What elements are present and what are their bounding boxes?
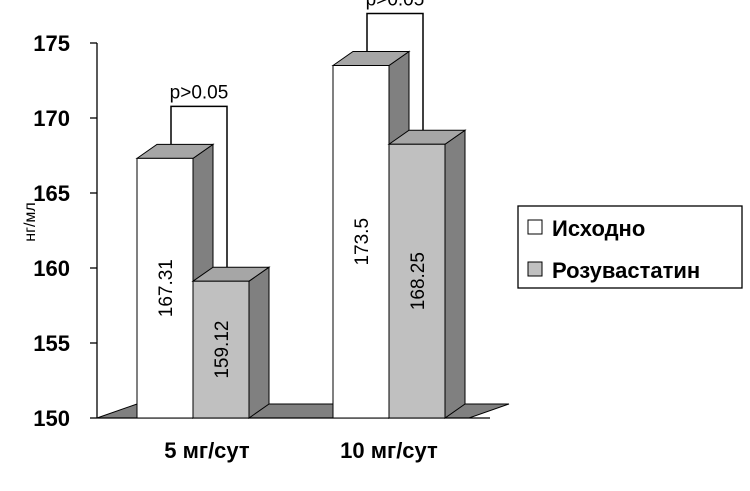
bar-side-face (444, 129, 466, 419)
bar-front-face (388, 143, 446, 419)
y-tick-label: 160 (33, 256, 70, 281)
significance-bracket (170, 105, 228, 268)
bar-data-label: 167.31 (156, 259, 177, 317)
bar-data-label: 168.25 (408, 252, 429, 310)
p-value-label: p>0.05 (170, 82, 229, 103)
legend-label-2: Розувастатин (552, 258, 700, 283)
bar: 167.31 (135, 143, 215, 419)
bar-side-face (248, 266, 270, 419)
bar-data-label: 173.5 (352, 218, 373, 266)
y-axis: 150 155 160 165 170 175 (33, 31, 98, 431)
y-axis-label: нг/мл (22, 202, 39, 241)
x-category-label: 5 мг/сут (164, 438, 250, 463)
bar: 168.25 (387, 129, 467, 419)
y-tick-label: 170 (33, 106, 70, 131)
x-axis-categories: 5 мг/сут 10 мг/сут (164, 438, 438, 463)
legend: Исходно Розувастатин (517, 205, 743, 289)
bar-front-face (332, 65, 390, 419)
significance-bracket (366, 12, 424, 131)
bar: 159.12 (191, 266, 271, 419)
y-tick-label: 175 (33, 31, 70, 56)
x-category-label: 10 мг/сут (340, 438, 438, 463)
bar-front-face (192, 280, 250, 419)
bar-front-face (136, 157, 194, 419)
y-tick-label: 165 (33, 181, 70, 206)
bar-data-label: 159.12 (212, 321, 233, 379)
y-tick-label: 150 (33, 406, 70, 431)
legend-swatch-1 (527, 219, 543, 235)
p-value-label: p>0.05 (366, 0, 425, 11)
significance-annotations: p>0.05 p>0.05 (170, 0, 425, 268)
legend-label-1: Исходно (552, 216, 645, 241)
legend-box (517, 205, 743, 289)
y-tick-label: 155 (33, 331, 70, 356)
legend-swatch-2 (527, 261, 543, 277)
bars: 167.31 159.12 173.5 168.25 (135, 50, 467, 419)
